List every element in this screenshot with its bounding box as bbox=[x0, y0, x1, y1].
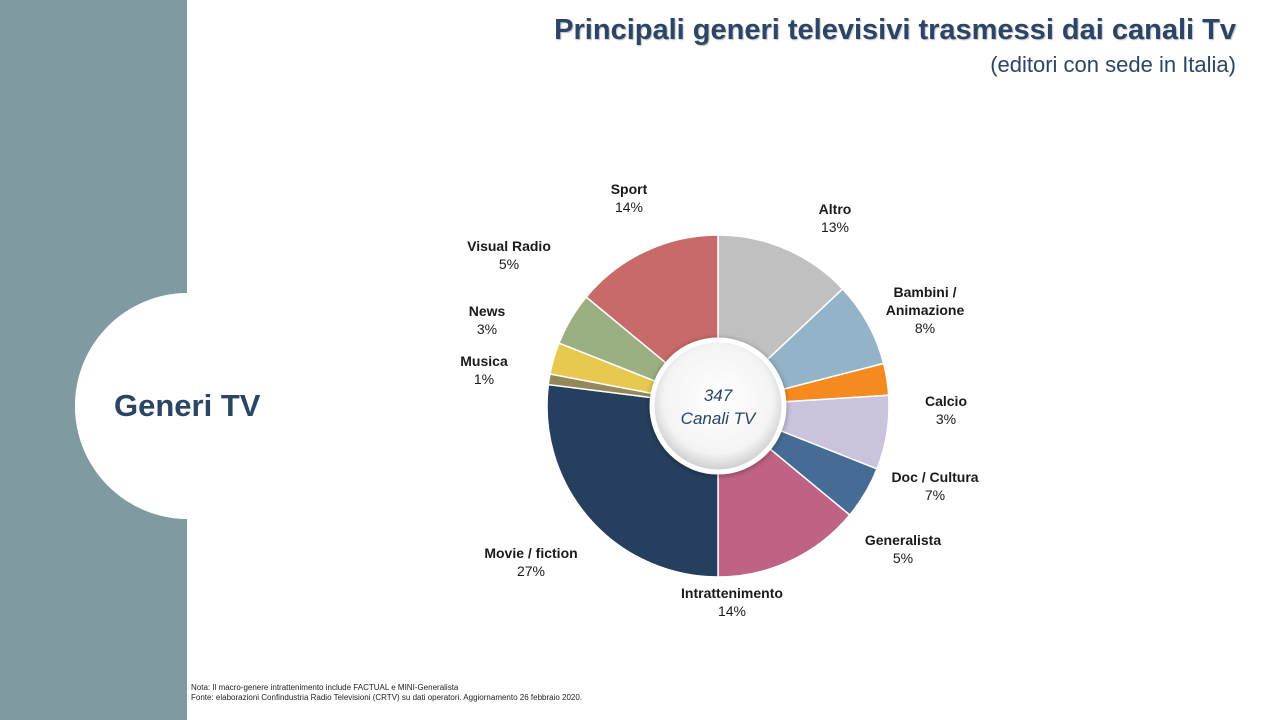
page-subtitle: (editori con sede in Italia) bbox=[990, 52, 1236, 77]
slice-name-label: Doc / Cultura bbox=[891, 469, 978, 485]
footnote-source: Fonte: elaborazioni Confindustria Radio … bbox=[191, 693, 583, 702]
slice-value-label: 7% bbox=[925, 487, 945, 503]
slice-value-label: 1% bbox=[474, 371, 494, 387]
slice-value-label: 13% bbox=[821, 219, 849, 235]
center-caption: Canali TV bbox=[681, 409, 757, 428]
slice-name-label: Intrattenimento bbox=[681, 585, 783, 601]
slice-name-label: Visual Radio bbox=[467, 238, 551, 254]
slice-value-label: 14% bbox=[718, 603, 746, 619]
slice-name-label: Musica bbox=[460, 353, 508, 369]
slice-value-label: 5% bbox=[499, 256, 519, 272]
slice-value-label: 3% bbox=[936, 411, 956, 427]
center-count: 347 bbox=[704, 386, 733, 405]
slice-name-label: Calcio bbox=[925, 393, 967, 409]
slice-value-label: 27% bbox=[517, 563, 545, 579]
slice-name-label: Generalista bbox=[865, 532, 941, 548]
labels-group: Altro 13% Bambini / Animazione 8% Calcio 3% Doc… bbox=[460, 181, 979, 619]
slice-name-label: Movie / fiction bbox=[484, 545, 577, 561]
footnote-note: Nota: Il macro-genere intrattenimento in… bbox=[191, 683, 459, 692]
slice-name-label: Animazione bbox=[886, 302, 965, 318]
footnote: Nota: Il macro-genere intrattenimento in… bbox=[191, 683, 582, 703]
page-title: Principali generi televisivi trasmessi d… bbox=[554, 14, 1236, 46]
slice-name-label: Bambini / bbox=[893, 284, 956, 300]
section-label: Generi TV bbox=[114, 388, 261, 423]
slice-value-label: 8% bbox=[915, 320, 935, 336]
slice-name-label: Sport bbox=[611, 181, 648, 197]
slice-value-label: 14% bbox=[615, 199, 643, 215]
slice-value-label: 5% bbox=[893, 550, 913, 566]
slice-name-label: News bbox=[469, 303, 506, 319]
slice-name-label: Altro bbox=[819, 201, 852, 217]
section-circle-right bbox=[75, 293, 301, 519]
center-hole bbox=[649, 337, 787, 475]
slice-value-label: 3% bbox=[477, 321, 497, 337]
slices-group bbox=[546, 234, 890, 578]
